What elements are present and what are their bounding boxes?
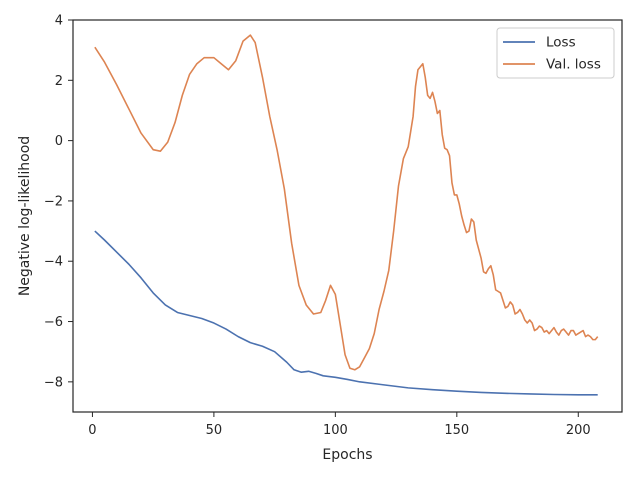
plot-frame [72,19,623,413]
legend-label-loss: Loss [546,35,576,51]
plot-background [73,20,622,412]
x-axis-ticks: 0 50 100 150 200 [88,412,591,438]
y-tick-label: 2 [55,74,63,89]
x-tick-label: 0 [88,423,96,438]
series-line-loss [94,230,598,396]
y-tick-label: −6 [44,315,63,330]
y-tick-label: 4 [55,14,63,29]
x-tick-label: 50 [206,423,223,438]
y-tick-label: −2 [44,194,63,209]
x-tick-label: 200 [566,423,591,438]
x-tick-label: 150 [444,423,469,438]
y-tick-label: −4 [44,255,63,270]
x-axis-label: Epochs [322,447,372,463]
y-tick-label: 0 [55,134,63,149]
legend-label-val-loss: Val. loss [546,57,601,73]
series-layer [94,34,599,396]
legend: Loss Val. loss [496,27,615,79]
y-axis-ticks: 4 2 0 −2 −4 −6 −8 [44,14,73,390]
y-axis-label: Negative log-likelihood [17,136,33,296]
y-tick-label: −8 [44,375,63,390]
series-line-val-loss [94,34,599,371]
x-tick-label: 100 [323,423,348,438]
legend-box [496,27,615,79]
